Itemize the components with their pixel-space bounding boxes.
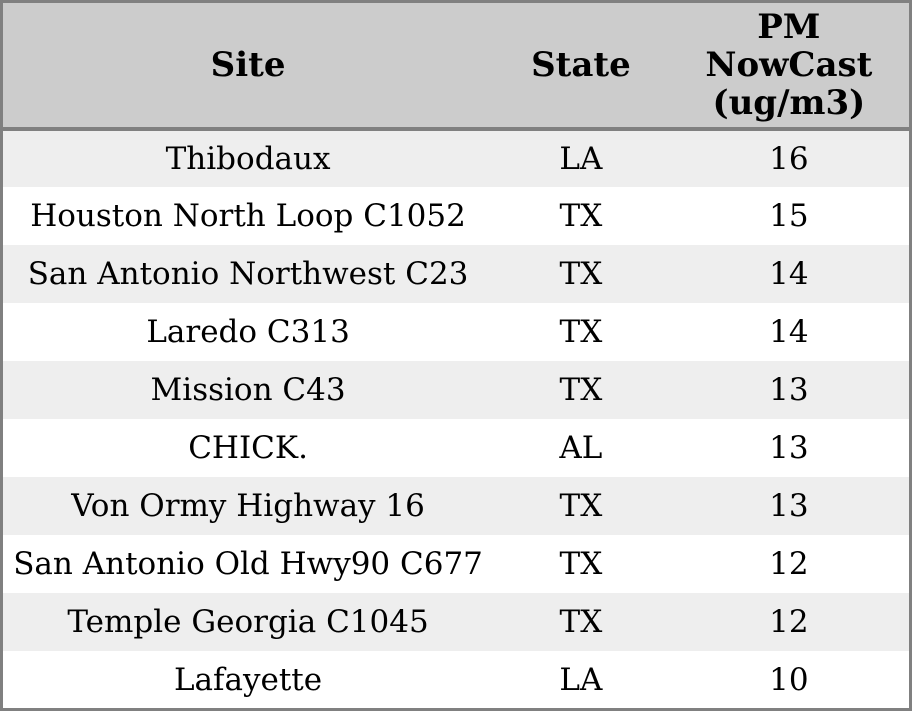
state-cell: TX (559, 488, 603, 525)
pm-nowcast-cell: 10 (769, 661, 809, 698)
column-header-state: State (493, 1, 669, 131)
table-row: Thibodaux LA 16 (1, 129, 911, 188)
header-row: Site State PM NowCast (ug/m3) (1, 1, 911, 131)
pm-nowcast-cell: 13 (769, 430, 809, 467)
column-header-state-label: State (531, 44, 631, 85)
table-row: Lafayette LA 10 (1, 651, 911, 710)
pm-nowcast-cell: 14 (769, 314, 809, 351)
table-row: Mission C43 TX 13 (1, 361, 911, 420)
state-cell: TX (559, 372, 603, 409)
table-body: Thibodaux LA 16 Houston North Loop C1052… (1, 129, 911, 710)
column-header-site: Site (1, 1, 494, 131)
table-row: San Antonio Northwest C23 TX 14 (1, 245, 911, 304)
state-cell: AL (559, 430, 603, 467)
pm-nowcast-cell: 12 (769, 604, 809, 641)
column-header-site-label: Site (210, 44, 286, 85)
state-cell: TX (559, 198, 603, 235)
site-cell: San Antonio Northwest C23 (27, 256, 469, 293)
table-header: Site State PM NowCast (ug/m3) (1, 1, 911, 131)
pm-nowcast-cell: 12 (769, 546, 809, 583)
table-row: Temple Georgia C1045 TX 12 (1, 593, 911, 652)
pm-nowcast-cell: 16 (769, 141, 809, 178)
state-cell: TX (559, 546, 603, 583)
pm-nowcast-cell: 13 (769, 372, 809, 409)
table-row: San Antonio Old Hwy90 C677 TX 12 (1, 535, 911, 594)
state-cell: TX (559, 256, 603, 293)
site-cell: Mission C43 (150, 372, 346, 409)
pm-nowcast-cell: 15 (769, 198, 809, 235)
state-cell: TX (559, 604, 603, 641)
table-row: CHICK. AL 13 (1, 419, 911, 478)
site-cell: Temple Georgia C1045 (67, 604, 429, 641)
site-cell: Thibodaux (165, 141, 331, 178)
state-cell: LA (559, 661, 603, 698)
pm-nowcast-cell: 13 (769, 488, 809, 525)
table-row: Laredo C313 TX 14 (1, 303, 911, 362)
site-cell: Von Ormy Highway 16 (71, 488, 425, 525)
site-cell: CHICK. (188, 430, 308, 467)
site-cell: Houston North Loop C1052 (30, 198, 466, 235)
site-cell: San Antonio Old Hwy90 C677 (13, 546, 483, 583)
state-cell: TX (559, 314, 603, 351)
pm-nowcast-cell: 14 (769, 256, 809, 293)
site-cell: Laredo C313 (146, 314, 350, 351)
table-row: Houston North Loop C1052 TX 15 (1, 187, 911, 246)
table-row: Von Ormy Highway 16 TX 13 (1, 477, 911, 536)
column-header-pm-nowcast: PM NowCast (ug/m3) (668, 1, 911, 131)
column-header-pm-nowcast-label: PM NowCast (ug/m3) (705, 6, 873, 124)
state-cell: LA (559, 141, 603, 178)
site-cell: Lafayette (173, 661, 323, 698)
